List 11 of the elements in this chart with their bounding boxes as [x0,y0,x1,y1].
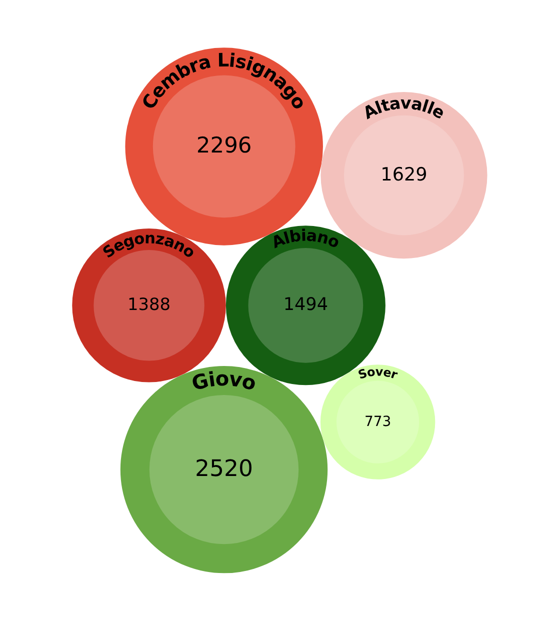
category-label: Sover [356,364,400,382]
category-label: Giovo [189,366,259,396]
category-label: Segonzano [100,229,198,262]
data-label: 1629 [380,164,428,186]
category-label: Albiano [268,226,343,252]
data-label: 2520 [195,456,253,482]
data-label: 1388 [128,294,171,314]
data-label: 773 [364,414,392,430]
category-label: Altavalle [360,93,448,123]
data-label: 1494 [283,295,328,316]
data-label: 2296 [196,133,252,158]
